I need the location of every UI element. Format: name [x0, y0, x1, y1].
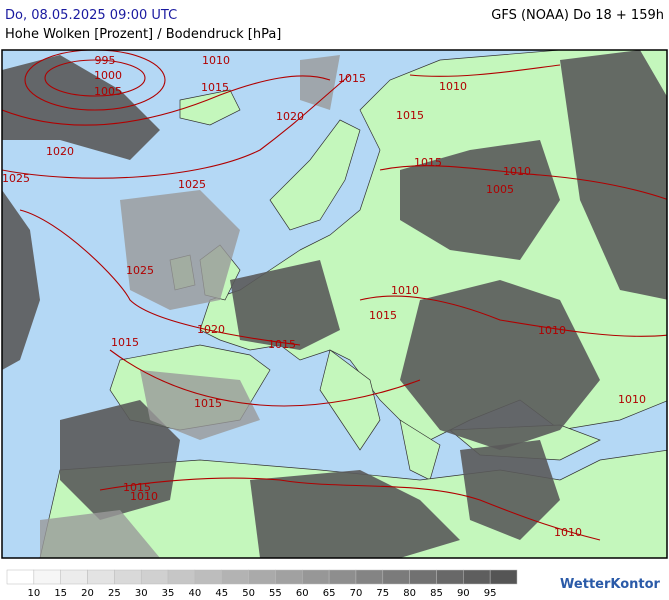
isobar-label: 1020: [46, 145, 74, 158]
legend-label: 75: [376, 588, 389, 599]
legend-label: 30: [135, 588, 148, 599]
isobar-label: 1015: [111, 336, 139, 349]
isobar-label: 1025: [2, 172, 30, 185]
isobar-label: 1015: [194, 397, 222, 410]
legend-label: 40: [189, 588, 202, 599]
isobar-labels: 995 1000 1005 1010 1015 1015 1010 1015 1…: [2, 54, 646, 539]
legend-swatch: [355, 569, 384, 585]
isobars: [2, 50, 667, 541]
legend-swatch: [6, 569, 35, 585]
legend-label: 50: [242, 588, 255, 599]
map-frame: [1, 49, 668, 559]
isobar-label: 1015: [268, 338, 296, 351]
isobar-label: 1015: [414, 156, 442, 169]
legend-swatch: [248, 569, 276, 585]
legend-swatch: [114, 569, 142, 585]
legend-swatch: [463, 569, 491, 585]
legend-label: 20: [81, 588, 94, 599]
isobar-label: 1010: [554, 526, 582, 539]
legend-label: 85: [430, 588, 443, 599]
legend-swatch: [87, 569, 115, 585]
legend-label: 45: [215, 588, 228, 599]
legend-label: 80: [403, 588, 416, 599]
isobar-label: 1010: [503, 165, 531, 178]
legend-swatch: [60, 569, 88, 585]
isobar-label: 1025: [126, 264, 154, 277]
isobar-label: 1025: [178, 178, 206, 191]
legend-label: 90: [457, 588, 470, 599]
cloud-cover: [2, 50, 667, 558]
logo: WetterKontor: [560, 577, 661, 592]
isobar-label: 1010: [439, 80, 467, 93]
isobar-label: 1015: [201, 81, 229, 94]
legend-swatch: [489, 569, 518, 585]
isobar-label: 1015: [369, 309, 397, 322]
map: 995 1000 1005 1010 1015 1015 1010 1015 1…: [1, 49, 668, 559]
isobar-label: 1020: [197, 323, 225, 336]
legend-swatch: [275, 569, 303, 585]
isobar-label: 1010: [130, 490, 158, 503]
legend-swatch: [140, 569, 169, 585]
legend-label: 10: [27, 588, 40, 599]
legend-swatch: [436, 569, 464, 585]
legend-swatch: [221, 569, 249, 585]
legend-swatch: [409, 569, 437, 585]
legend-swatch: [194, 569, 222, 585]
isobar-label: 1015: [338, 72, 366, 85]
isobar-label: 995: [95, 54, 116, 67]
legend-swatch: [328, 569, 357, 585]
isobar-label: 1015: [396, 109, 424, 122]
map-subtitle: Hohe Wolken [Prozent] / Bodendruck [hPa]: [5, 27, 281, 42]
legend: 10 15 20 25 30 35 40 45 50 55 60 65 70 75 80 85 90 95: [6, 569, 518, 599]
legend-swatch: [382, 569, 410, 585]
legend-label: 25: [108, 588, 121, 599]
legend-label: 15: [54, 588, 67, 599]
isobar-label: 1010: [202, 54, 230, 67]
isobar-label: 1015: [123, 481, 151, 494]
model-run: GFS (NOAA) Do 18 + 159h: [491, 8, 664, 23]
legend-label: 35: [162, 588, 175, 599]
legend-swatch: [33, 569, 61, 585]
isobar-label: 1010: [618, 393, 646, 406]
legend-label: 95: [484, 588, 497, 599]
legend-label: 55: [269, 588, 282, 599]
isobar-label: 1005: [486, 183, 514, 196]
datetime: Do, 08.05.2025 09:00 UTC: [5, 8, 177, 23]
legend-label: 60: [296, 588, 309, 599]
legend-swatch: [302, 569, 330, 585]
isobar-label: 1000: [94, 69, 122, 82]
isobar-label: 1010: [391, 284, 419, 297]
legend-swatch: [167, 569, 196, 585]
isobar-label: 1010: [538, 324, 566, 337]
isobar-label: 1005: [94, 85, 122, 98]
legend-label: 70: [350, 588, 363, 599]
legend-label: 65: [323, 588, 336, 599]
isobar-label: 1020: [276, 110, 304, 123]
